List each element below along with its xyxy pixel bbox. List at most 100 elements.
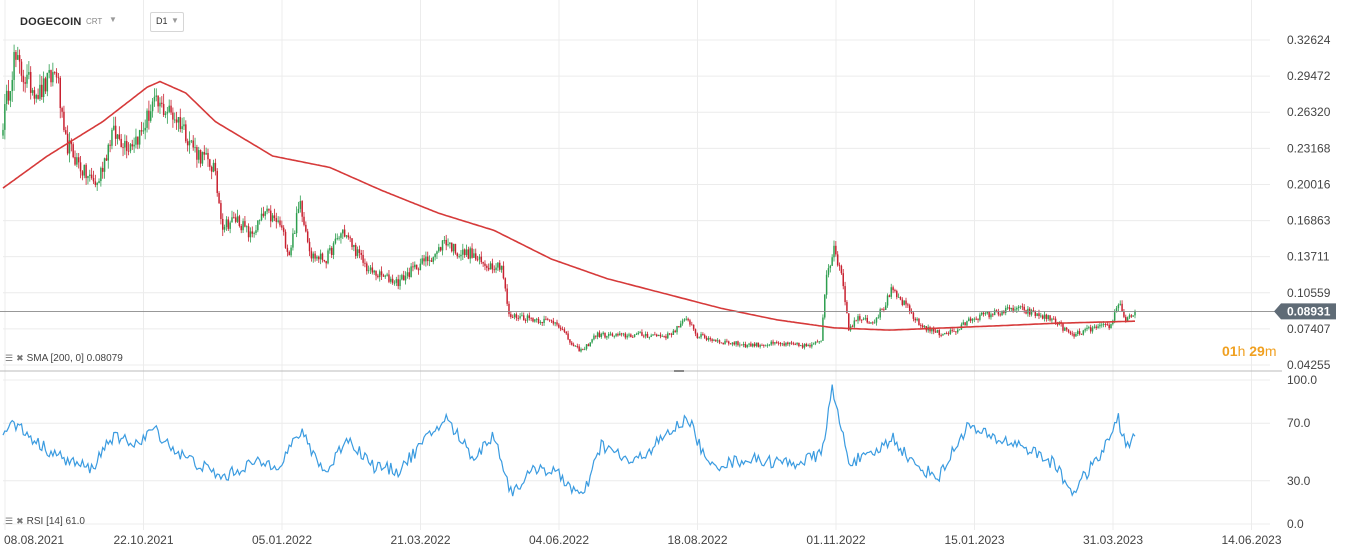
candle-body: [44, 78, 47, 92]
candle-body: [705, 337, 708, 340]
candle-body: [894, 290, 896, 292]
candle-body: [674, 330, 676, 333]
candle-body: [883, 309, 885, 311]
candle-body: [378, 271, 381, 278]
candle-body: [726, 340, 728, 342]
candle-body: [384, 275, 387, 277]
close-icon[interactable]: ✖: [16, 353, 24, 363]
candle-body: [975, 318, 977, 320]
candle-body: [406, 272, 409, 276]
candle-body: [77, 157, 80, 163]
symbol-name[interactable]: DOGECOIN: [20, 16, 82, 28]
candle-body: [992, 314, 994, 316]
candle-body: [151, 101, 154, 112]
candle-body: [980, 312, 983, 315]
candle-body: [325, 261, 327, 264]
candle-body: [848, 313, 850, 331]
candle-body: [617, 334, 619, 336]
candle-body: [545, 318, 547, 320]
hamburger-icon[interactable]: ☰: [5, 516, 14, 526]
candle-body: [779, 343, 782, 345]
candle-body: [1004, 307, 1007, 314]
candle-body: [367, 270, 370, 272]
candle-body: [159, 102, 161, 107]
candle-body: [652, 334, 654, 336]
candle-body: [1019, 306, 1022, 308]
candle-body: [297, 208, 300, 214]
candle-body: [591, 339, 593, 343]
timeframe-selector[interactable]: D1 ▼: [150, 12, 184, 32]
candle-body: [572, 344, 575, 347]
candle-body: [316, 256, 318, 259]
candle-body: [1017, 306, 1020, 309]
candle-body: [722, 342, 724, 345]
candle-body: [1067, 329, 1070, 332]
candle-body: [170, 105, 172, 113]
candle-body: [210, 166, 213, 172]
candle-body: [624, 333, 627, 338]
candle-body: [96, 183, 98, 185]
candle-body: [238, 216, 241, 227]
candle-body: [508, 303, 510, 315]
rsi-tick-label: 100.0: [1287, 373, 1317, 387]
date-axis: 08.08.2021 22.10.2021 05.01.2022 21.03.2022…: [4, 533, 1282, 547]
symbol-dropdown-chevron-icon[interactable]: ▼: [109, 15, 117, 24]
candle-body: [469, 248, 471, 259]
candle-body: [530, 317, 532, 319]
candle-body: [131, 144, 134, 147]
candle-body: [938, 330, 941, 336]
candle-body: [534, 319, 536, 322]
close-icon[interactable]: ✖: [16, 516, 24, 526]
candle-body: [763, 345, 765, 346]
candle-body: [1053, 318, 1055, 320]
candle-body: [844, 286, 846, 303]
countdown-hours-unit: h: [1237, 343, 1246, 359]
candle-body: [209, 159, 211, 167]
candle-body: [375, 270, 377, 276]
candle-body: [1113, 312, 1116, 321]
candle-body: [1125, 316, 1127, 321]
candle-body: [393, 282, 396, 284]
candle-body: [945, 333, 948, 334]
candle-body: [1097, 326, 1099, 328]
candle-body: [1001, 311, 1003, 315]
countdown-minutes-unit: m: [1264, 343, 1277, 359]
candle-body: [441, 240, 444, 251]
candle-body: [576, 345, 579, 347]
candle-body: [458, 256, 460, 258]
candle-body: [781, 343, 784, 345]
candle-body: [1010, 307, 1013, 310]
sma-indicator-label[interactable]: ☰ ✖ SMA [200, 0] 0.08079: [5, 353, 123, 364]
candle-body: [969, 318, 972, 321]
candle-body: [83, 164, 86, 176]
candle-body: [101, 167, 104, 172]
candle-body: [602, 332, 604, 334]
candle-body: [951, 330, 953, 332]
candle-body: [1121, 303, 1123, 312]
candle-body: [74, 157, 76, 165]
candle-body: [284, 231, 287, 248]
candle-body: [973, 318, 976, 320]
candle-body: [133, 144, 135, 147]
candle-body: [1130, 315, 1133, 317]
candle-body: [342, 229, 344, 234]
candle-body: [443, 239, 446, 241]
candlestick-series: [2, 44, 1136, 353]
candle-body: [785, 342, 787, 346]
date-tick-label: 22.10.2021: [113, 533, 173, 547]
candle-body: [774, 342, 776, 344]
hamburger-icon[interactable]: ☰: [5, 353, 14, 363]
candle-body: [28, 71, 30, 75]
rsi-indicator-label[interactable]: ☰ ✖ RSI [14] 61.0: [5, 516, 85, 527]
candle-body: [715, 339, 717, 342]
candle-body: [37, 95, 39, 99]
candle-body: [18, 55, 21, 62]
candle-body: [1080, 333, 1083, 335]
candle-body: [737, 341, 739, 346]
candle-body: [225, 219, 228, 227]
candle-body: [587, 344, 590, 347]
candle-body: [585, 344, 588, 349]
candle-body: [399, 279, 401, 287]
candle-body: [129, 144, 132, 152]
